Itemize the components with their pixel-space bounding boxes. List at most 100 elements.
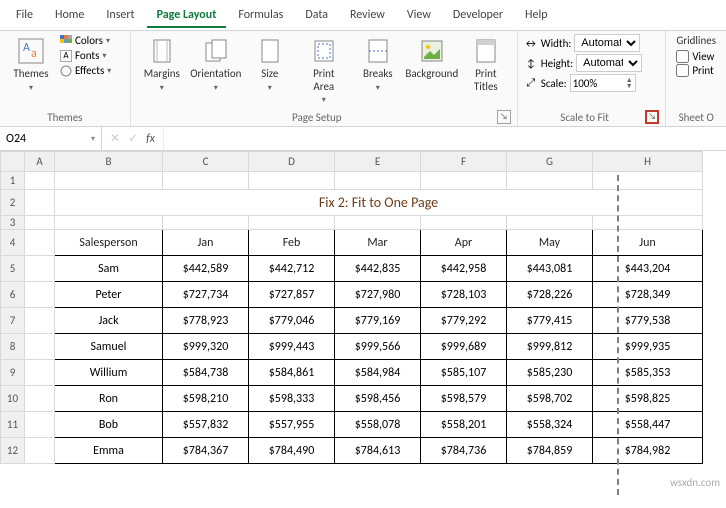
- data-cell[interactable]: $784,613: [335, 438, 421, 464]
- table-header[interactable]: Jan: [163, 230, 249, 256]
- cell[interactable]: [163, 172, 249, 190]
- data-cell[interactable]: $598,333: [249, 386, 335, 412]
- salesperson-cell[interactable]: Peter: [55, 282, 163, 308]
- menu-tab-file[interactable]: File: [6, 4, 43, 28]
- row-header-2[interactable]: 2: [1, 190, 25, 216]
- data-cell[interactable]: $728,349: [593, 282, 703, 308]
- cell[interactable]: [593, 172, 703, 190]
- effects-button[interactable]: Effects ▾: [60, 64, 111, 77]
- cell[interactable]: [25, 386, 55, 412]
- data-cell[interactable]: $999,566: [335, 334, 421, 360]
- cell[interactable]: [507, 172, 593, 190]
- data-cell[interactable]: $727,980: [335, 282, 421, 308]
- salesperson-cell[interactable]: Ron: [55, 386, 163, 412]
- data-cell[interactable]: $558,324: [507, 412, 593, 438]
- col-header-D[interactable]: D: [249, 152, 335, 172]
- data-cell[interactable]: $784,736: [421, 438, 507, 464]
- orientation-button[interactable]: Orientation▾: [191, 34, 241, 95]
- cell[interactable]: [25, 230, 55, 256]
- scale-launcher[interactable]: ↘: [645, 110, 659, 124]
- cell[interactable]: [55, 216, 163, 230]
- table-header[interactable]: Feb: [249, 230, 335, 256]
- salesperson-cell[interactable]: Samuel: [55, 334, 163, 360]
- col-header-B[interactable]: B: [55, 152, 163, 172]
- data-cell[interactable]: $784,490: [249, 438, 335, 464]
- salesperson-cell[interactable]: Bob: [55, 412, 163, 438]
- data-cell[interactable]: $442,958: [421, 256, 507, 282]
- data-cell[interactable]: $784,367: [163, 438, 249, 464]
- salesperson-cell[interactable]: Emma: [55, 438, 163, 464]
- select-all[interactable]: [1, 152, 25, 172]
- row-header-8[interactable]: 8: [1, 334, 25, 360]
- cell[interactable]: [593, 216, 703, 230]
- themes-button[interactable]: Aa Themes▾: [6, 34, 56, 95]
- pagesetup-launcher[interactable]: ↘: [497, 110, 511, 124]
- breaks-button[interactable]: Breaks▾: [353, 34, 403, 95]
- cell[interactable]: [335, 216, 421, 230]
- row-header-6[interactable]: 6: [1, 282, 25, 308]
- fonts-button[interactable]: AFonts ▾: [60, 49, 111, 62]
- salesperson-cell[interactable]: Willium: [55, 360, 163, 386]
- col-header-F[interactable]: F: [421, 152, 507, 172]
- cell[interactable]: [25, 256, 55, 282]
- row-header-11[interactable]: 11: [1, 412, 25, 438]
- data-cell[interactable]: $784,859: [507, 438, 593, 464]
- cell[interactable]: [163, 216, 249, 230]
- print-titles-button[interactable]: PrintTitles: [461, 34, 511, 95]
- data-cell[interactable]: $999,689: [421, 334, 507, 360]
- table-header[interactable]: Apr: [421, 230, 507, 256]
- margins-button[interactable]: Margins▾: [137, 34, 187, 95]
- data-cell[interactable]: $443,081: [507, 256, 593, 282]
- data-cell[interactable]: $999,320: [163, 334, 249, 360]
- col-header-A[interactable]: A: [25, 152, 55, 172]
- name-box[interactable]: O24▾: [0, 127, 102, 150]
- col-header-C[interactable]: C: [163, 152, 249, 172]
- data-cell[interactable]: $557,955: [249, 412, 335, 438]
- menu-tab-page-layout[interactable]: Page Layout: [147, 4, 227, 28]
- menu-tab-home[interactable]: Home: [45, 4, 94, 28]
- row-header-1[interactable]: 1: [1, 172, 25, 190]
- cell[interactable]: [507, 216, 593, 230]
- print-checkbox[interactable]: Print: [676, 64, 716, 77]
- col-header-E[interactable]: E: [335, 152, 421, 172]
- data-cell[interactable]: $558,447: [593, 412, 703, 438]
- menu-tab-insert[interactable]: Insert: [96, 4, 144, 28]
- cell[interactable]: [25, 190, 55, 216]
- data-cell[interactable]: $598,702: [507, 386, 593, 412]
- cell[interactable]: [25, 412, 55, 438]
- enter-icon[interactable]: ✓: [128, 131, 138, 146]
- width-select[interactable]: Automatic: [574, 34, 640, 52]
- row-header-3[interactable]: 3: [1, 216, 25, 230]
- menu-tab-review[interactable]: Review: [340, 4, 395, 28]
- fx-icon[interactable]: fx: [146, 132, 155, 146]
- col-header-G[interactable]: G: [507, 152, 593, 172]
- cell[interactable]: [335, 172, 421, 190]
- data-cell[interactable]: $584,738: [163, 360, 249, 386]
- print-area-button[interactable]: PrintArea▾: [299, 34, 349, 108]
- cell[interactable]: [25, 438, 55, 464]
- data-cell[interactable]: $598,825: [593, 386, 703, 412]
- data-cell[interactable]: $779,046: [249, 308, 335, 334]
- row-header-7[interactable]: 7: [1, 308, 25, 334]
- data-cell[interactable]: $728,103: [421, 282, 507, 308]
- data-cell[interactable]: $727,734: [163, 282, 249, 308]
- cancel-icon[interactable]: ✕: [110, 131, 120, 146]
- data-cell[interactable]: $585,353: [593, 360, 703, 386]
- data-cell[interactable]: $557,832: [163, 412, 249, 438]
- spreadsheet[interactable]: ABCDEFGH 12Fix 2: Fit to One Page34Sales…: [0, 151, 703, 464]
- data-cell[interactable]: $598,210: [163, 386, 249, 412]
- data-cell[interactable]: $442,712: [249, 256, 335, 282]
- row-header-5[interactable]: 5: [1, 256, 25, 282]
- data-cell[interactable]: $779,538: [593, 308, 703, 334]
- menu-tab-developer[interactable]: Developer: [443, 4, 513, 28]
- row-header-12[interactable]: 12: [1, 438, 25, 464]
- data-cell[interactable]: $778,923: [163, 308, 249, 334]
- background-button[interactable]: Background: [407, 34, 457, 83]
- table-header[interactable]: Jun: [593, 230, 703, 256]
- data-cell[interactable]: $598,579: [421, 386, 507, 412]
- data-cell[interactable]: $558,201: [421, 412, 507, 438]
- cell[interactable]: [421, 216, 507, 230]
- data-cell[interactable]: $585,107: [421, 360, 507, 386]
- data-cell[interactable]: $728,226: [507, 282, 593, 308]
- data-cell[interactable]: $779,415: [507, 308, 593, 334]
